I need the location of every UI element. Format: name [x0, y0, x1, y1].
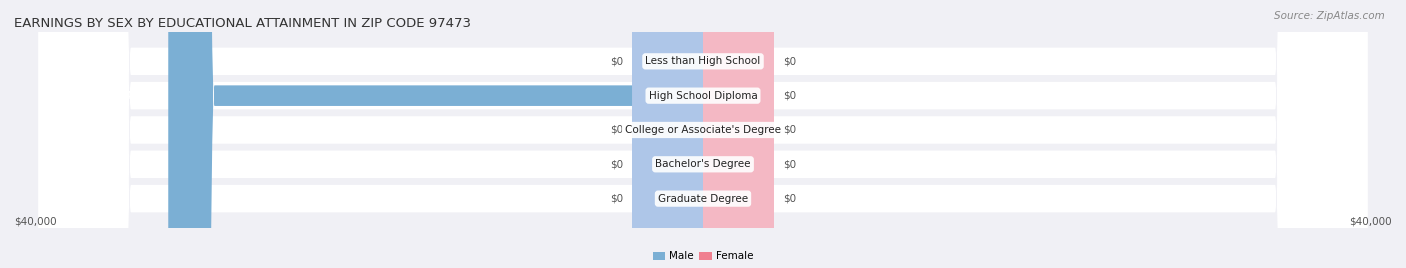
Text: Source: ZipAtlas.com: Source: ZipAtlas.com	[1274, 11, 1385, 21]
Text: Bachelor's Degree: Bachelor's Degree	[655, 159, 751, 169]
FancyBboxPatch shape	[703, 0, 773, 268]
FancyBboxPatch shape	[633, 0, 703, 268]
Text: $0: $0	[610, 56, 623, 66]
FancyBboxPatch shape	[633, 0, 703, 268]
Text: $40,000: $40,000	[14, 217, 56, 227]
Legend: Male, Female: Male, Female	[648, 247, 758, 266]
FancyBboxPatch shape	[703, 0, 773, 268]
Text: $0: $0	[610, 125, 623, 135]
Text: High School Diploma: High School Diploma	[648, 91, 758, 101]
FancyBboxPatch shape	[39, 0, 1367, 268]
FancyBboxPatch shape	[703, 0, 773, 268]
FancyBboxPatch shape	[39, 0, 1367, 268]
Text: $0: $0	[783, 125, 796, 135]
Text: EARNINGS BY SEX BY EDUCATIONAL ATTAINMENT IN ZIP CODE 97473: EARNINGS BY SEX BY EDUCATIONAL ATTAINMEN…	[14, 17, 471, 30]
FancyBboxPatch shape	[169, 0, 703, 268]
Text: $0: $0	[610, 159, 623, 169]
FancyBboxPatch shape	[633, 0, 703, 268]
Text: $40,000: $40,000	[1350, 217, 1392, 227]
Text: College or Associate's Degree: College or Associate's Degree	[626, 125, 780, 135]
Text: $0: $0	[783, 56, 796, 66]
FancyBboxPatch shape	[633, 0, 703, 268]
Text: $34,773: $34,773	[111, 91, 159, 101]
FancyBboxPatch shape	[39, 0, 1367, 268]
Text: $0: $0	[783, 159, 796, 169]
FancyBboxPatch shape	[39, 0, 1367, 268]
Text: $0: $0	[783, 91, 796, 101]
Text: Graduate Degree: Graduate Degree	[658, 193, 748, 204]
Text: $0: $0	[610, 193, 623, 204]
FancyBboxPatch shape	[703, 0, 773, 268]
FancyBboxPatch shape	[703, 0, 773, 268]
FancyBboxPatch shape	[39, 0, 1367, 268]
Text: Less than High School: Less than High School	[645, 56, 761, 66]
Text: $0: $0	[783, 193, 796, 204]
